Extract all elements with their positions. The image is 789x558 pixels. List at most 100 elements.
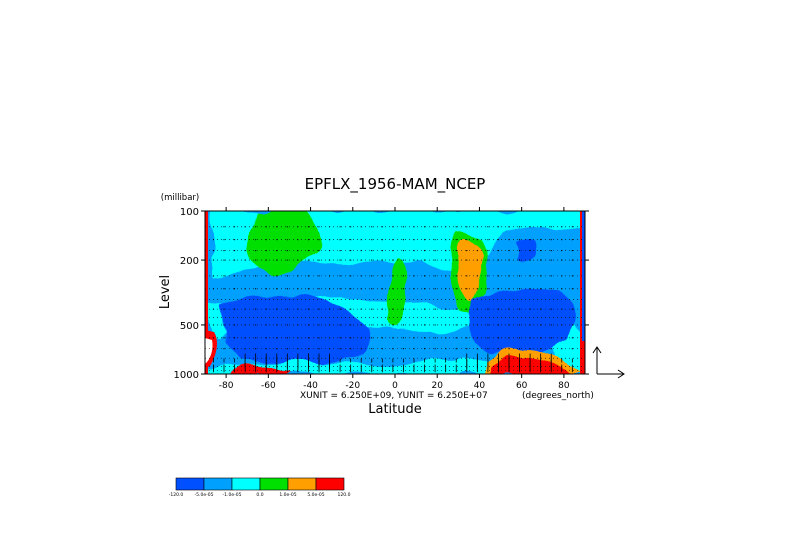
flux-vector-point (276, 348, 278, 350)
flux-vector-point (381, 250, 383, 252)
flux-vector-point (392, 348, 394, 350)
flux-vector-point (307, 259, 310, 261)
flux-vector-point (212, 275, 215, 277)
flux-vector-point (255, 226, 257, 228)
flux-vector-point (445, 308, 447, 310)
flux-vector-point (508, 337, 510, 339)
flux-vector-point (371, 324, 373, 326)
colorbar-swatch (175, 477, 205, 491)
flux-vector-point (518, 275, 521, 277)
flux-vector-point (497, 250, 500, 252)
flux-vector-point (371, 288, 373, 290)
flux-vector-point (455, 259, 457, 261)
flux-vector-point (318, 239, 320, 241)
colorbar-swatch (287, 477, 317, 491)
flux-vector-point (339, 275, 341, 277)
flux-vector-point (318, 259, 320, 261)
flux-vector-point (571, 275, 573, 277)
flux-vector-point (434, 308, 436, 310)
flux-vector-point (265, 308, 267, 310)
flux-vector-point (529, 308, 531, 310)
flux-vector-point (244, 324, 246, 326)
flux-vector-point (455, 288, 457, 290)
flux-vector-point (497, 337, 500, 339)
flux-vector-point (212, 250, 215, 252)
flux-vector-point (307, 250, 310, 252)
y-tick-label: 500 (180, 321, 199, 332)
flux-vector-point (392, 324, 394, 326)
flux-vector-point (423, 226, 426, 228)
chart-title: EPFLX_1956-MAM_NCEP (305, 175, 486, 194)
flux-vector-point (276, 288, 278, 290)
flux-vector-point (508, 239, 510, 241)
colorbar-label: -5.0e-05 (195, 492, 214, 498)
colorbar-swatch (259, 477, 289, 491)
flux-vector-point (371, 259, 373, 261)
colorbar-label: 0.0 (256, 492, 263, 498)
flux-vector-point (540, 239, 542, 241)
flux-vector-point (487, 348, 489, 350)
flux-vector-point (286, 239, 288, 241)
flux-vector-point (286, 308, 288, 310)
flux-vector-point (233, 348, 236, 350)
flux-vector-point (286, 288, 288, 290)
flux-vector-point (392, 275, 394, 277)
flux-vector-point (265, 288, 267, 290)
flux-vector-point (434, 324, 436, 326)
flux-vector-point (360, 226, 362, 228)
flux-vector-point (339, 324, 341, 326)
flux-vector-point (392, 226, 394, 228)
flux-vector-point (339, 259, 341, 261)
flux-vector-point (328, 250, 331, 252)
flux-vector-point (540, 259, 542, 261)
polar-boundary-left (205, 211, 208, 331)
pressure-grid (205, 226, 585, 371)
flux-vector-point (423, 324, 426, 326)
flux-vector-point (550, 250, 552, 252)
flux-vector-point (445, 288, 447, 290)
flux-vector-point (445, 337, 447, 339)
flux-vector-point (297, 324, 299, 326)
flux-vector-point (445, 348, 447, 350)
flux-vector-point (561, 250, 563, 252)
flux-vector-point (392, 250, 394, 252)
flux-vector-point (476, 250, 478, 252)
flux-vector-point (381, 324, 383, 326)
flux-vector-point (413, 239, 415, 241)
flux-vector-point (392, 308, 394, 310)
flux-vector-point (350, 250, 352, 252)
flux-vector-point (297, 337, 299, 339)
flux-vector-point (476, 288, 478, 290)
flux-vector-point (360, 288, 362, 290)
flux-vector-point (255, 250, 257, 252)
flux-vector-point (476, 308, 478, 310)
flux-vector-point (286, 337, 288, 339)
flux-vector-point (466, 288, 468, 290)
flux-vector-point (286, 259, 288, 261)
flux-vector-point (402, 226, 405, 228)
flux-vector-point (466, 239, 468, 241)
y-tick-label: 200 (180, 256, 199, 267)
flux-vector-point (339, 308, 341, 310)
flux-vector-point (413, 226, 415, 228)
flux-vector-point (413, 337, 415, 339)
flux-vector-point (476, 259, 478, 261)
flux-vector-point (244, 308, 246, 310)
flux-vector-point (550, 348, 552, 350)
flux-vector-point (381, 337, 383, 339)
flux-vector-point (339, 226, 341, 228)
y-tick-label: 1000 (174, 370, 199, 381)
flux-vector-point (402, 259, 405, 261)
x-tick-label: 0 (392, 381, 398, 391)
flux-vector-point (413, 250, 415, 252)
flux-vector-point (350, 259, 352, 261)
flux-vector-point (276, 337, 278, 339)
flux-vector-point (529, 337, 531, 339)
flux-vector-point (318, 226, 320, 228)
flux-vector-point (540, 226, 542, 228)
flux-vector-point (371, 348, 373, 350)
x-tick-label: -40 (303, 381, 318, 391)
flux-vector-point (233, 308, 236, 310)
flux-vector-point (518, 348, 521, 350)
flux-vector-point (212, 239, 215, 241)
